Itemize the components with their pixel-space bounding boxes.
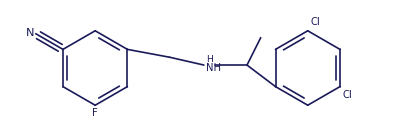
Text: H: H [206,55,213,64]
Text: NH: NH [206,63,221,73]
Text: Cl: Cl [311,17,320,27]
Text: N: N [26,28,34,38]
Text: Cl: Cl [343,90,353,100]
Text: F: F [92,108,98,118]
